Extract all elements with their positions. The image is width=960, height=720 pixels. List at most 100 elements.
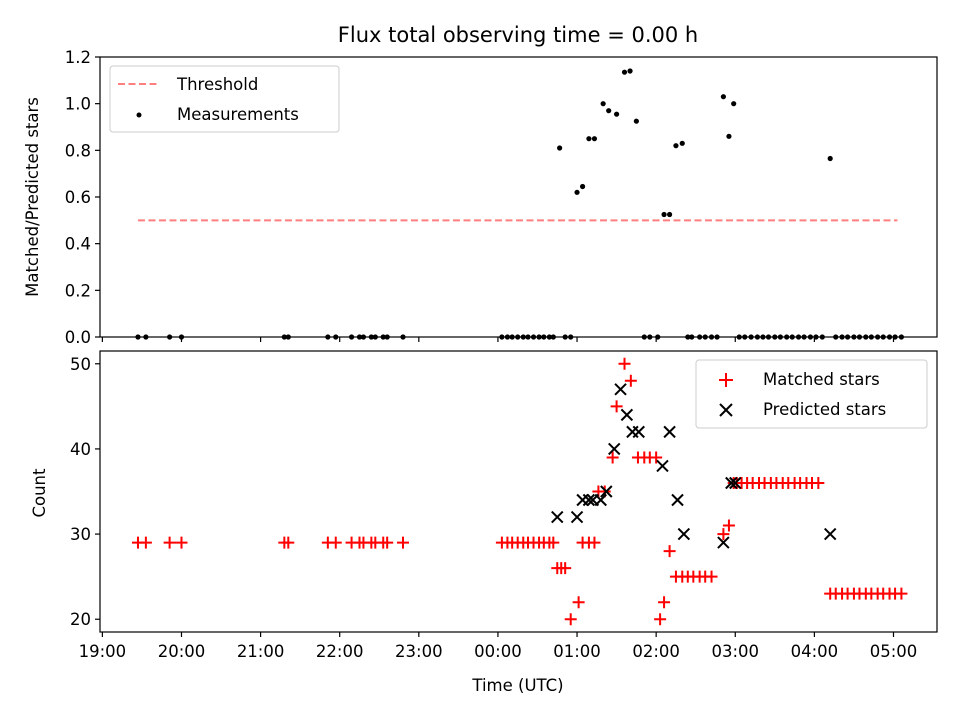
matched-star-point <box>610 400 623 413</box>
ratio-y-axis-label: Matched/Predicted stars <box>23 97 42 297</box>
x-tick-label: 04:00 <box>791 642 839 661</box>
predicted-star-point <box>656 459 669 473</box>
matched-star-point <box>650 451 663 464</box>
predicted-star-point <box>671 493 684 507</box>
predicted-star-point <box>729 476 742 490</box>
measurement-point <box>708 334 715 340</box>
measurement-point <box>880 334 886 340</box>
measurement-point <box>673 143 679 149</box>
legend-predicted-swatch <box>719 403 733 417</box>
measurement-point <box>726 133 732 139</box>
measurement-point <box>143 334 149 340</box>
legend-matched-swatch <box>719 373 733 387</box>
measurement-point <box>731 101 737 107</box>
measurement-point <box>356 334 363 340</box>
measurement-point <box>702 334 708 340</box>
measurement-point <box>509 334 515 340</box>
measurement-point <box>839 334 845 340</box>
matched-star-point <box>895 587 908 600</box>
count-plot-area <box>131 357 908 626</box>
measurement-point <box>697 334 703 340</box>
ratio-y-tick-label: 0.6 <box>65 188 91 207</box>
measurement-point <box>898 334 904 340</box>
matched-star-point <box>705 570 718 583</box>
measurement-point <box>777 334 783 340</box>
measurement-point <box>550 334 556 340</box>
measurement-point <box>833 334 839 340</box>
matched-star-point <box>663 545 676 558</box>
measurement-point <box>633 118 639 124</box>
matched-star-point <box>654 613 667 626</box>
measurement-point <box>736 334 742 340</box>
measurement-point <box>546 334 552 340</box>
measurement-point <box>557 145 563 151</box>
measurement-point <box>360 334 367 340</box>
predicted-star-point <box>594 493 607 507</box>
measurement-point <box>689 334 695 340</box>
matched-star-point <box>588 536 601 549</box>
matched-star-point <box>564 613 577 626</box>
x-tick-label: 20:00 <box>158 642 206 661</box>
matched-star-point <box>618 357 631 370</box>
measurement-point <box>661 211 667 218</box>
x-axis-label: Time (UTC) <box>471 676 563 695</box>
measurement-point <box>499 334 505 340</box>
measurement-point <box>167 334 173 340</box>
matched-star-point <box>559 562 572 575</box>
x-tick-label: 19:00 <box>79 642 127 661</box>
measurement-point <box>851 334 857 340</box>
ratio-y-axis: 0.0 0.2 0.4 0.6 0.8 1.0 1.2 <box>65 48 100 347</box>
matched-star-point <box>139 536 152 549</box>
measurement-point <box>372 334 378 340</box>
measurement-point <box>813 334 819 340</box>
matched-star-point <box>717 528 730 541</box>
measurement-point <box>333 334 339 340</box>
measurement-point <box>135 334 141 340</box>
measurement-point <box>789 334 795 340</box>
count-legend-box <box>695 359 928 429</box>
measurement-point <box>641 334 647 340</box>
measurement-point <box>801 334 807 340</box>
ratio-y-tick-label: 0.0 <box>65 328 91 347</box>
measurement-point <box>819 334 825 340</box>
measurement-point <box>520 334 526 340</box>
measurement-point <box>827 155 833 162</box>
measurement-point <box>863 334 869 340</box>
measurement-point <box>679 140 685 146</box>
measurement-point <box>784 334 790 340</box>
measurement-point <box>325 334 331 340</box>
legend-measurements-swatch <box>136 112 142 118</box>
measurement-point <box>647 334 653 340</box>
measurement-point <box>579 183 586 190</box>
measurement-point <box>530 334 537 340</box>
x-tick-label: 03:00 <box>711 642 759 661</box>
predicted-star-point <box>614 383 627 396</box>
measurement-point <box>380 334 386 340</box>
measurement-point <box>178 334 185 340</box>
legend-measurements-label: Measurements <box>177 105 299 124</box>
measurement-point <box>685 334 691 340</box>
measurement-point <box>368 334 374 340</box>
count-panel: 20 30 40 50 19:00 20:00 21:00 22:00 23:00 00:00 0… <box>30 350 938 695</box>
measurement-point <box>765 334 772 340</box>
measurement-point <box>667 211 673 218</box>
measurement-point <box>742 334 748 340</box>
measurement-point <box>525 334 531 340</box>
ratio-plot-area <box>135 68 904 340</box>
matched-star-point <box>381 536 394 549</box>
measurement-point <box>541 334 547 340</box>
measurement-point <box>613 111 620 117</box>
x-tick-label: 02:00 <box>632 642 680 661</box>
ratio-y-tick-label: 1.2 <box>65 48 91 67</box>
matched-star-point <box>624 374 637 387</box>
x-tick-label: 05:00 <box>870 642 918 661</box>
measurement-point <box>856 334 863 340</box>
matched-star-point <box>812 476 825 489</box>
measurement-point <box>600 101 606 107</box>
matched-star-point <box>175 536 188 549</box>
predicted-star-point <box>632 425 645 439</box>
measurement-point <box>655 334 661 340</box>
ratio-y-tick-label: 1.0 <box>65 95 91 114</box>
matched-star-point <box>163 536 176 549</box>
